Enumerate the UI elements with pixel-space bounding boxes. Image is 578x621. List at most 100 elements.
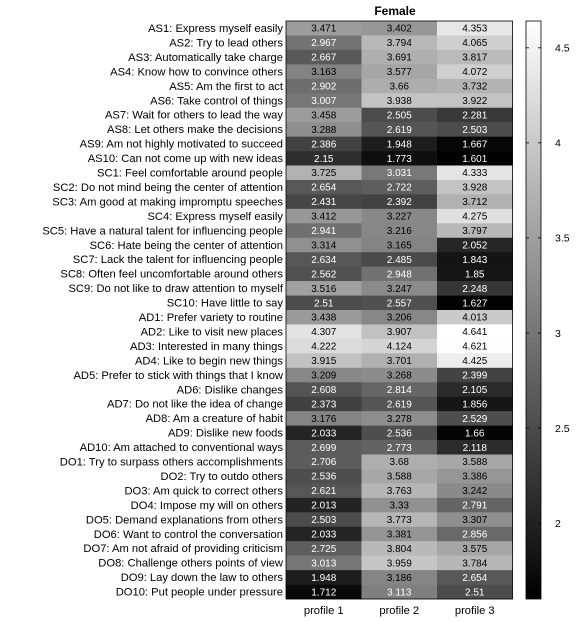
heatmap-cell (361, 526, 438, 542)
cell-value-label: 3.794 (387, 38, 412, 49)
cell-value-label: 2.773 (387, 443, 412, 454)
heatmap-cell (361, 35, 438, 51)
row-label: AS8: Let others make the decisions (107, 124, 283, 136)
heatmap-cell (437, 266, 513, 282)
row-label: AD10: Am attached to conventional ways (80, 442, 284, 454)
cell-value-label: 2.105 (462, 385, 487, 396)
row-label: SC1: Feel comfortable around people (97, 168, 283, 180)
cell-value-label: 3.701 (387, 356, 412, 367)
cell-value-label: 3.938 (387, 96, 412, 107)
row-label: DO3: Am quick to correct others (124, 485, 283, 497)
cell-value-label: 3.732 (462, 82, 487, 93)
cell-value-label: 1.948 (387, 139, 412, 150)
heatmap-cell (437, 555, 513, 571)
heatmap-cell (361, 208, 438, 224)
heatmap-cell (286, 512, 362, 528)
heatmap-cell (286, 367, 362, 383)
heatmap-cell (437, 194, 513, 210)
heatmap-cell (437, 35, 513, 51)
cell-value-label: 3.712 (462, 197, 487, 208)
cell-value-label: 4.425 (462, 356, 487, 367)
heatmap-cell (437, 64, 513, 80)
cell-value-label: 2.791 (462, 501, 487, 512)
cell-value-label: 2.667 (311, 53, 336, 64)
heatmap-cell (286, 266, 362, 282)
row-label: AD9: Dislike new foods (168, 428, 283, 440)
row-label: AD1: Prefer variety to routine (139, 312, 283, 324)
cell-value-label: 3.412 (311, 212, 336, 223)
heatmap-cell (437, 179, 513, 195)
heatmap-cell (361, 555, 438, 571)
row-label: AS1: Express myself easily (148, 23, 283, 35)
row-label: AD6: Dislike changes (177, 384, 284, 396)
cell-value-label: 1.627 (462, 298, 487, 309)
cell-value-label: 2.052 (462, 240, 487, 251)
heatmap-cells: 3.471 3.402 4.353 2.967 3.794 4.065 2.667 3.691… (285, 20, 513, 600)
cell-value-label: 1.712 (311, 587, 336, 598)
cell-value-label: 3.928 (462, 183, 487, 194)
heatmap-cell (361, 324, 438, 340)
cell-value-label: 3.209 (311, 371, 336, 382)
heatmap-cell (286, 281, 362, 296)
heatmap-cell (361, 468, 438, 484)
heatmap-cell (361, 584, 438, 600)
heatmap-cell (286, 208, 362, 224)
column-label: profile 2 (379, 605, 419, 617)
row-label: SC4: Express myself easily (147, 211, 283, 223)
row-label: SC6: Hate being the center of attention (90, 240, 283, 252)
cell-value-label: 3.773 (387, 515, 412, 526)
cell-value-label: 3.907 (387, 327, 412, 338)
heatmap-cell (437, 107, 513, 123)
row-label: SC5: Have a natural talent for influenci… (42, 225, 283, 237)
heatmap-cell (437, 425, 513, 441)
row-label: SC10: Have little to say (167, 298, 284, 310)
heatmap-cell (361, 411, 438, 426)
heatmap-cell (286, 468, 362, 484)
cell-value-label: 4.621 (462, 342, 487, 353)
cell-value-label: 2.654 (462, 573, 487, 584)
heatmap-cell (286, 454, 362, 470)
cell-value-label: 2.503 (311, 515, 336, 526)
cell-value-label: 2.654 (311, 183, 336, 194)
row-label: AS5: Am the first to act (169, 81, 284, 93)
cell-value-label: 3.438 (311, 313, 336, 324)
cell-value-label: 3.66 (390, 82, 410, 93)
heatmap-cell (286, 483, 362, 499)
colorbar: 2 2.5 3 3.5 4 4.5 (525, 20, 570, 600)
heatmap-cell (286, 78, 362, 94)
heatmap-cell (286, 440, 362, 455)
cell-value-label: 3.33 (390, 501, 410, 512)
row-label: SC3: Am good at making impromptu speeche… (52, 196, 283, 208)
row-label: DO4: Impose my will on others (131, 500, 284, 512)
cell-value-label: 2.619 (387, 125, 412, 136)
row-label: SC7: Lack the talent for influencing peo… (73, 254, 283, 266)
cell-value-label: 2.281 (462, 110, 487, 121)
cell-value-label: 3.784 (462, 558, 487, 569)
row-label: AD3: Interested in many things (130, 341, 283, 353)
heatmap-cell (286, 310, 362, 325)
row-label: AS6: Take control of things (150, 95, 283, 107)
row-label: AS2: Try to lead others (169, 37, 283, 49)
row-label: DO10: Put people under pressure (116, 587, 283, 599)
cell-value-label: 3.691 (387, 53, 412, 64)
heatmap-cell (361, 512, 438, 528)
row-label: SC8: Often feel uncomfortable around oth… (60, 269, 283, 281)
heatmap-cell (437, 122, 513, 137)
heatmap-cell (361, 107, 438, 123)
heatmap-cell (361, 122, 438, 137)
heatmap-border (285, 20, 513, 600)
cell-value-label: 2.562 (311, 269, 336, 280)
heatmap-cell (437, 483, 513, 499)
cell-value-label: 3.381 (387, 529, 412, 540)
heatmap-cell (361, 252, 438, 267)
heatmap-cell (361, 136, 438, 152)
cell-value-label: 2.399 (462, 371, 487, 382)
cell-value-label: 3.242 (462, 486, 487, 497)
cell-value-label: 1.85 (465, 269, 485, 280)
heatmap-cell (437, 208, 513, 224)
cell-value-label: 2.033 (311, 428, 336, 439)
heatmap-cell (437, 454, 513, 470)
cell-value-label: 2.706 (311, 457, 336, 468)
row-label: AD5: Prefer to stick with things that I … (73, 370, 283, 382)
